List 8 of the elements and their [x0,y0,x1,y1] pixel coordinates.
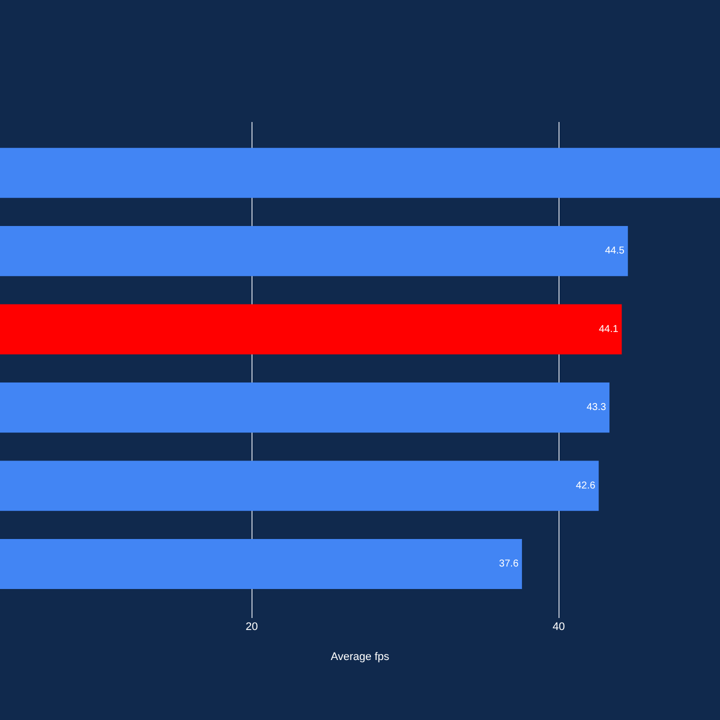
data-label: 44.1 [598,324,619,335]
data-label: 37.6 [499,558,519,570]
data-label: 43.3 [586,402,606,414]
data-label: 44.5 [604,246,625,257]
x-axis-title: Average fps [330,651,390,664]
data-label: 42.6 [576,480,596,492]
x-tick-label: 40 [552,621,565,633]
x-tick-label: 20 [246,621,258,633]
